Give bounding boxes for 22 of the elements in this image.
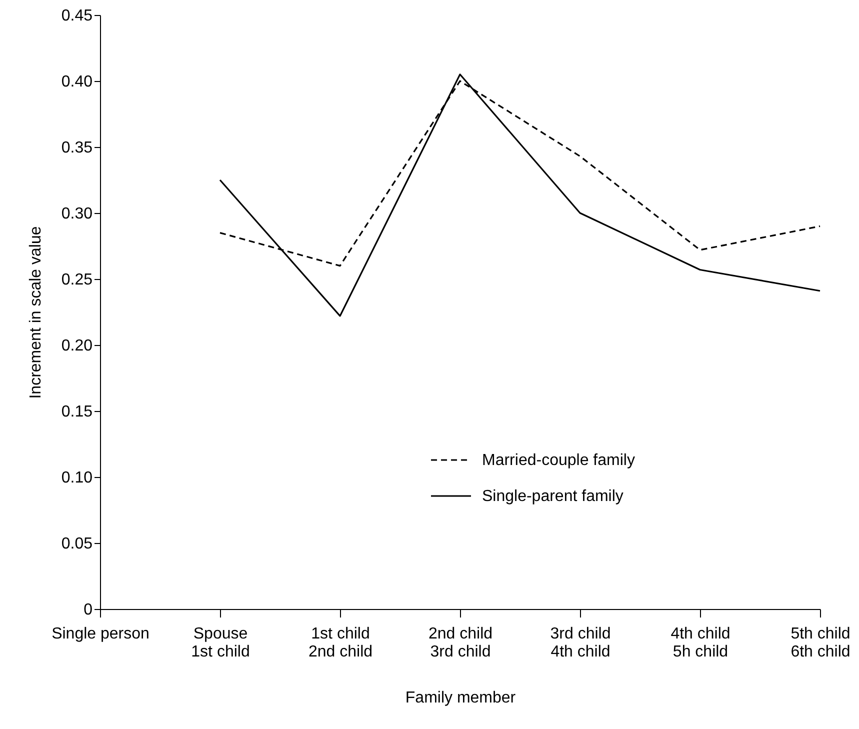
y-tick-label: 0.05 [61, 536, 93, 552]
y-tick-label: 0 [84, 602, 93, 618]
y-tick-label: 0.40 [61, 74, 93, 90]
y-tick-label: 0.45 [61, 8, 93, 24]
x-tick-label: 5th child 6th child [790, 626, 850, 660]
x-tick-label: 4th child 5h child [670, 626, 730, 660]
x-axis-title: Family member [405, 690, 516, 706]
y-tick-label: 0.10 [61, 470, 93, 486]
x-tick-label: 3rd child 4th child [550, 626, 611, 660]
y-tick-label: 0.20 [61, 338, 93, 354]
y-tick-label: 0.35 [61, 140, 93, 156]
y-tick-label: 0.15 [61, 404, 93, 420]
legend-label: Single-parent family [482, 488, 624, 505]
legend-label: Married-couple family [482, 452, 635, 469]
x-tick-label: Single person [52, 626, 150, 642]
x-tick-label: Spouse 1st child [191, 626, 250, 660]
line-series [219, 74, 821, 317]
x-tick-label: 1st child 2nd child [308, 626, 373, 660]
x-tick-label: 2nd child 3rd child [428, 626, 493, 660]
y-axis-title: Increment in scale value [27, 226, 44, 399]
y-tick-label: 0.25 [61, 272, 93, 288]
y-tick-label: 0.30 [61, 206, 93, 222]
